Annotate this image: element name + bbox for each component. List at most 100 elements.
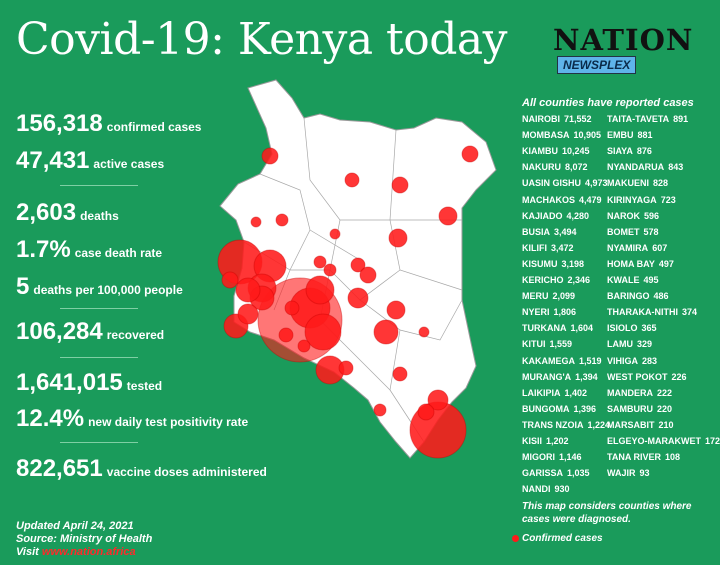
- county-row: EMBU 881: [607, 130, 653, 140]
- county-row: GARISSA 1,035: [522, 468, 590, 478]
- county-row: MAKUENI 828: [607, 178, 668, 188]
- county-value: 4,479: [579, 194, 602, 205]
- case-bubble: [304, 313, 342, 351]
- county-name: BUSIA: [522, 226, 551, 237]
- stat-value: 1,641,015: [16, 369, 123, 396]
- county-row: KILIFI 3,472: [522, 243, 574, 253]
- county-name: NAKURU: [522, 162, 561, 173]
- counties-heading: All counties have reported cases: [522, 97, 694, 109]
- county-value: 1,146: [559, 452, 582, 463]
- case-bubble: [297, 339, 311, 353]
- county-row: SIAYA 876: [607, 146, 652, 156]
- stat-active: 47,431 active cases: [16, 147, 164, 175]
- county-row: MURANG'A 1,394: [522, 372, 598, 382]
- county-value: 172: [705, 436, 720, 446]
- legend-dot-icon: [512, 534, 519, 542]
- case-bubble: [329, 228, 341, 240]
- county-value: 891: [673, 114, 689, 124]
- county-row: LAMU 329: [607, 339, 652, 349]
- case-bubble: [350, 257, 366, 273]
- county-name: TAITA-TAVETA: [607, 114, 670, 124]
- county-value: 4,280: [566, 210, 590, 221]
- county-row: NAIROBI 71,552: [522, 114, 592, 124]
- county-value: 930: [554, 484, 570, 495]
- stat-label: new daily test positivity rate: [88, 415, 249, 429]
- county-value: 1,394: [575, 371, 598, 382]
- source: Source: Ministry of Health: [16, 533, 153, 545]
- county-value: 4,973: [585, 178, 608, 189]
- county-row: KWALE 495: [607, 275, 659, 285]
- case-bubble: [461, 145, 479, 163]
- stat-label: deaths: [80, 209, 119, 223]
- county-name: KWALE: [607, 275, 640, 285]
- county-row: KAKAMEGA 1,519: [522, 356, 602, 366]
- case-bubble: [284, 300, 300, 316]
- county-row: KIRINYAGA 723: [607, 195, 676, 205]
- case-bubble: [237, 303, 259, 325]
- county-value: 1,202: [546, 436, 569, 446]
- visit-prefix: Visit: [16, 546, 39, 558]
- county-name: KIRINYAGA: [607, 194, 657, 205]
- county-name: KAJIADO: [522, 210, 563, 221]
- county-row: LAIKIPIA 1,402: [522, 388, 587, 398]
- county-name: NAROK: [607, 210, 640, 221]
- county-value: 843: [668, 162, 684, 173]
- case-bubble: [347, 287, 369, 309]
- case-bubble: [338, 360, 354, 376]
- case-bubble: [275, 213, 289, 227]
- county-row: THARAKA-NITHI 374: [607, 307, 697, 317]
- case-bubble: [373, 319, 399, 345]
- logo-name: NATION: [553, 23, 694, 57]
- county-value: 497: [658, 258, 674, 269]
- case-bubble: [417, 403, 435, 421]
- case-bubble: [373, 403, 387, 417]
- county-name: BARINGO: [607, 291, 650, 302]
- case-bubble: [418, 326, 430, 338]
- county-value: 828: [653, 178, 669, 189]
- county-value: 3,198: [561, 258, 585, 269]
- stat-vaccine: 822,651 vaccine doses administered: [16, 455, 267, 483]
- case-bubble: [323, 263, 337, 277]
- county-name: LAIKIPIA: [522, 387, 561, 398]
- county-value: 1,396: [573, 403, 597, 414]
- county-row: KERICHO 2,346: [522, 275, 590, 285]
- county-value: 1,806: [553, 307, 577, 318]
- map-legend: Confirmed cases: [512, 533, 603, 544]
- county-value: 210: [658, 419, 674, 430]
- visit-link[interactable]: www.nation.africa: [41, 546, 136, 558]
- county-name: MARSABIT: [607, 419, 655, 430]
- county-value: 596: [644, 210, 660, 221]
- county-value: 3,472: [551, 242, 574, 253]
- county-value: 486: [653, 291, 669, 302]
- county-value: 3,494: [554, 226, 577, 237]
- county-row: BUNGOMA 1,396: [522, 404, 596, 414]
- case-bubble: [391, 176, 409, 194]
- county-row: MIGORI 1,146: [522, 452, 582, 462]
- case-bubble: [392, 366, 408, 382]
- logo-sub: NEWSPLEX: [557, 56, 637, 74]
- county-value: 1,224: [587, 419, 611, 430]
- county-name: MANDERA: [607, 387, 653, 398]
- county-row: KISUMU 3,198: [522, 259, 584, 269]
- county-name: TURKANA: [522, 323, 567, 334]
- county-row: NANDI 930: [522, 484, 570, 494]
- county-name: THARAKA-NITHI: [607, 307, 678, 318]
- stat-value: 2,603: [16, 199, 77, 226]
- county-name: NYAMIRA: [607, 242, 649, 253]
- stat-label: confirmed cases: [106, 120, 202, 134]
- county-value: 220: [657, 403, 673, 414]
- county-value: 1,519: [579, 355, 602, 366]
- county-border: [349, 349, 391, 391]
- stat-label: vaccine doses administered: [106, 465, 267, 479]
- county-name: EMBU: [607, 130, 634, 141]
- county-border: [259, 173, 311, 271]
- footer: Updated April 24, 2021 Source: Ministry …: [16, 520, 152, 559]
- case-bubble: [438, 206, 458, 226]
- county-value: 1,035: [567, 468, 590, 479]
- county-value: 10,245: [562, 146, 590, 157]
- county-name: NYERI: [522, 307, 550, 318]
- case-bubble: [313, 255, 327, 269]
- county-name: KIAMBU: [522, 146, 558, 157]
- county-value: 607: [652, 242, 668, 253]
